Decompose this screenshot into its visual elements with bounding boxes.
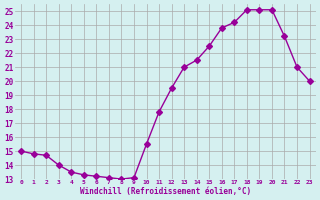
X-axis label: Windchill (Refroidissement éolien,°C): Windchill (Refroidissement éolien,°C) bbox=[80, 187, 251, 196]
